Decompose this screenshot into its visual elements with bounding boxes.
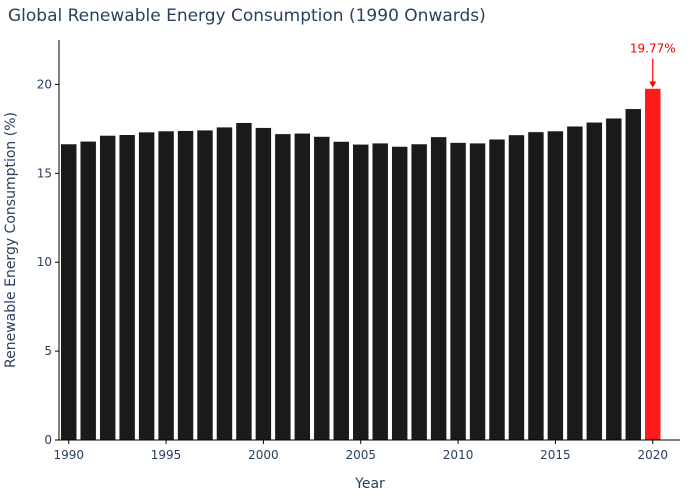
bar-1995 — [157, 130, 175, 441]
bar-1992 — [99, 135, 116, 441]
bar-2011 — [469, 142, 486, 441]
bar-2014 — [527, 131, 545, 441]
bars-group — [60, 88, 661, 441]
bar-2010 — [449, 142, 467, 441]
x-tick-label: 1990 — [53, 448, 84, 462]
bar-1996 — [177, 130, 194, 441]
y-axis-title: Renewable Energy Consumption (%) — [3, 112, 19, 368]
x-tick-label: 2015 — [540, 448, 571, 462]
bar-2008 — [410, 143, 428, 441]
x-tick-label: 2000 — [248, 448, 279, 462]
bar-2019 — [625, 108, 642, 441]
bar-2020 — [644, 88, 661, 441]
bar-1997 — [196, 129, 214, 441]
bar-2017 — [586, 122, 603, 441]
bar-2001 — [274, 133, 292, 441]
annotation-group: 19.77% — [630, 42, 676, 88]
bar-2005 — [352, 144, 369, 441]
y-tick-label: 10 — [37, 255, 52, 269]
bar-2002 — [294, 133, 311, 441]
bar-2018 — [605, 117, 623, 441]
x-tick-label: 2020 — [637, 448, 668, 462]
x-tick-label: 1995 — [151, 448, 182, 462]
bar-2012 — [488, 138, 506, 441]
annotation-arrow-head — [649, 81, 657, 88]
bar-2013 — [508, 134, 525, 441]
x-tick-label: 2010 — [443, 448, 474, 462]
bar-2007 — [391, 146, 408, 441]
bar-1993 — [118, 134, 136, 441]
bar-2004 — [333, 141, 350, 441]
bar-1994 — [138, 131, 155, 441]
chart-title: Global Renewable Energy Consumption (199… — [8, 6, 486, 26]
bar-2009 — [430, 136, 447, 441]
highlight-annotation-label: 19.77% — [630, 42, 676, 56]
x-axis-title: Year — [354, 476, 385, 492]
bar-2016 — [566, 125, 584, 441]
bar-1990 — [60, 143, 77, 441]
bar-1998 — [216, 126, 233, 441]
x-tick-label: 2005 — [345, 448, 376, 462]
y-tick-label: 20 — [37, 77, 52, 91]
bar-2006 — [371, 142, 389, 441]
bar-1999 — [235, 122, 253, 441]
bar-2003 — [313, 136, 331, 441]
bar-2015 — [547, 130, 564, 441]
bar-2000 — [255, 127, 272, 441]
bar-1991 — [79, 141, 97, 441]
y-tick-label: 0 — [44, 433, 52, 447]
y-tick-label: 5 — [44, 344, 52, 358]
y-tick-label: 15 — [37, 166, 52, 180]
tick-labels-group: 0 5 10 15 20 1990 1995 2000 2005 2010 2015 2020 — [37, 77, 668, 462]
axes-group — [58, 40, 680, 441]
